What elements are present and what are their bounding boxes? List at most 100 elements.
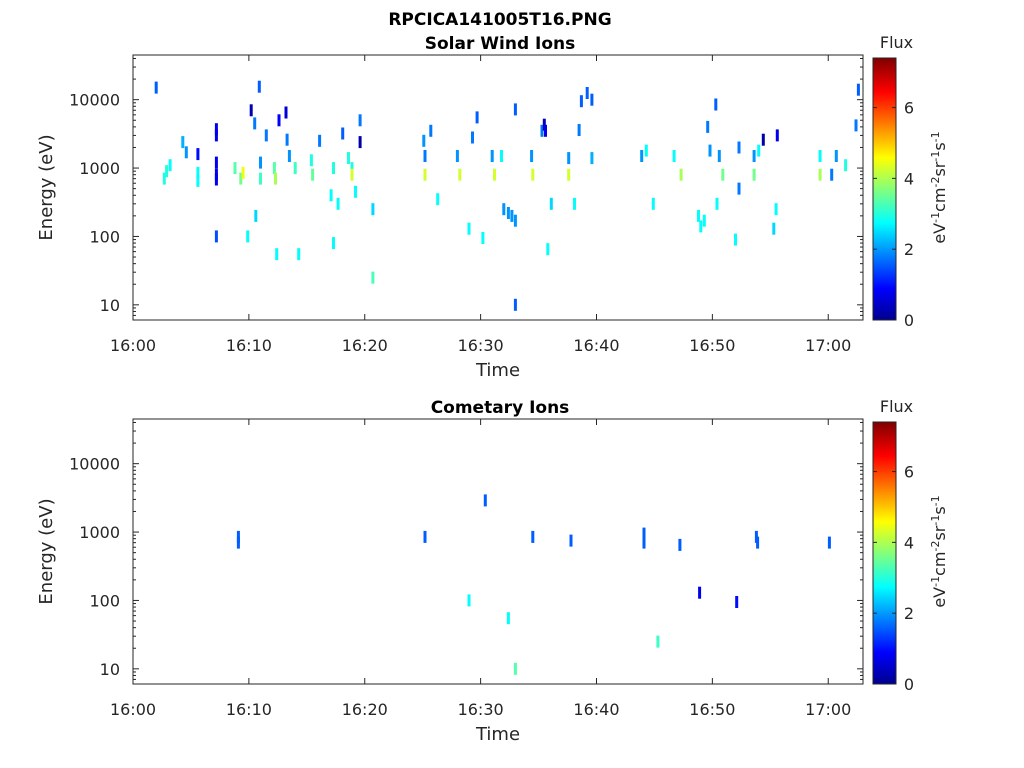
data-cell [455,150,459,162]
x-tick-label: 16:50 [689,700,735,719]
colorbar-title: Flux [880,33,913,52]
data-cell [241,166,245,179]
data-cell [285,133,289,146]
data-cell [721,168,725,181]
x-tick-label: 16:30 [458,336,504,355]
data-cell [423,168,427,181]
data-cell [293,162,297,175]
data-cell [264,129,268,142]
data-cell [341,127,345,140]
x-tick-label: 16:20 [342,336,388,355]
data-cell [735,596,739,608]
x-axis-label: Time [475,724,520,745]
data-cell [530,150,534,162]
data-cell [277,114,281,127]
data-cell [699,220,703,233]
x-tick-label: 16:10 [226,336,272,355]
data-cell [573,197,576,210]
data-cell [818,150,822,162]
data-cell [774,203,778,216]
axes-frame [132,418,864,685]
data-cell [287,150,291,162]
data-cell [513,214,517,227]
figure-title: RPCICA141005T16.PNG [388,10,611,30]
data-cell [272,162,276,175]
data-cell [542,118,546,131]
data-cell [246,230,250,243]
panel-title: Solar Wind Ions [425,34,576,54]
data-cell [214,230,218,243]
data-cell [214,123,218,136]
data-cell [642,536,646,549]
data-cell [531,530,535,543]
data-cell [715,197,719,210]
data-cell [467,594,471,607]
data-cell [757,144,761,157]
data-cell [429,124,433,137]
data-cell [471,131,474,144]
data-cell [436,193,440,206]
data-cell [844,159,848,172]
data-cell [358,136,362,149]
x-tick-label: 16:50 [689,336,735,355]
data-cell [168,159,172,172]
data-cell [483,494,487,507]
data-cell [336,197,340,210]
data-cell [493,168,496,181]
data-cell [318,134,322,147]
data-cell [856,83,860,96]
data-cell [544,124,547,137]
y-axis-label: Energy (eV) [36,498,57,604]
cometary-ions-panel: Cometary Ions 16:00 16:10 16:20 16:30 16:40 16… [36,397,949,745]
data-cell [214,173,218,186]
data-cell [644,144,648,157]
data-cell [679,168,683,181]
data-cell [549,197,553,210]
data-cell [579,95,583,108]
x-tick-label: 16:00 [110,336,156,355]
data-cell [702,214,706,227]
colorbar-title: Flux [880,397,913,416]
x-tick-label: 16:40 [573,336,619,355]
data-cell [165,165,169,178]
data-cell [350,162,354,175]
x-tick-label: 17:00 [805,336,851,355]
data-cell [708,144,712,157]
y-tick-label: 100 [89,227,120,246]
axes-frame [132,54,864,321]
data-cell [332,237,335,250]
colorbar-tick-label: 6 [904,463,914,482]
data-cell [506,612,510,625]
data-cell [284,106,288,119]
data-cell [371,271,375,284]
data-cell [354,185,357,198]
x-tick-label: 16:10 [226,700,272,719]
y-tick-label: 1000 [79,159,120,178]
data-cell [254,209,258,222]
data-cell [737,141,741,154]
data-cell [196,166,200,179]
data-cell [585,87,589,99]
data-cell [752,150,756,162]
data-cell [371,203,375,216]
data-cell [567,152,571,165]
data-cell [502,203,506,216]
data-cell [423,530,427,543]
data-cell [332,162,335,175]
data-cell [752,168,756,181]
data-cell [467,222,471,235]
data-cell [513,103,517,116]
y-tick-label: 10 [100,296,120,315]
data-cell [569,534,573,547]
data-cell [214,156,218,169]
colorbar-tick-label: 0 [904,675,914,694]
data-cell [309,154,313,167]
y-tick-label: 1000 [79,523,120,542]
data-cell [181,136,185,149]
x-tick-label: 16:40 [573,700,619,719]
data-cell [640,150,644,162]
data-cell [590,152,594,165]
data-cell [546,243,550,256]
data-cell [154,81,158,94]
